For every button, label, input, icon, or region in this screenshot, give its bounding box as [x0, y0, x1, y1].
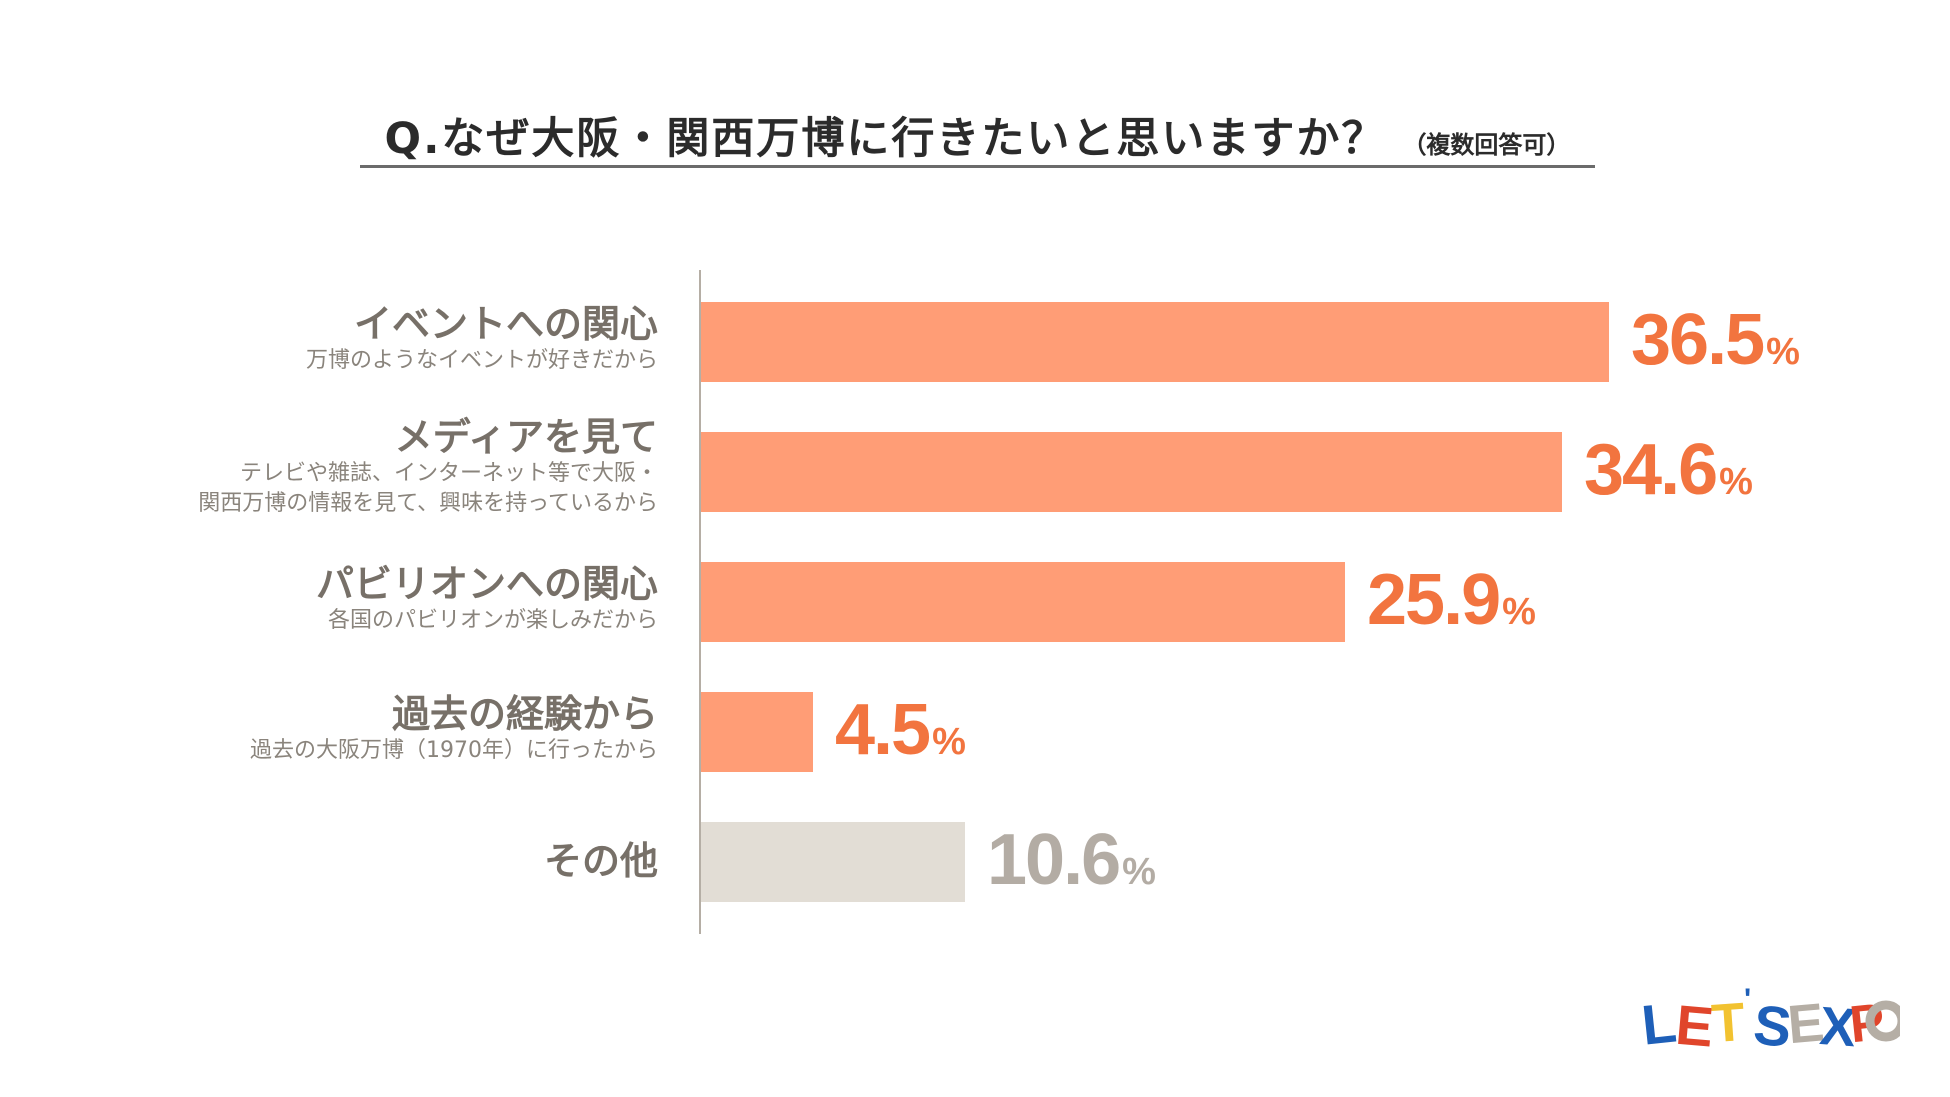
bar-4: [701, 822, 965, 902]
lets-expo-logo: L E T ' S E X P: [1640, 985, 1900, 1055]
category-description: 各国のパビリオンが楽しみだから: [327, 608, 658, 634]
bar-3: [701, 692, 813, 772]
logo-letter-t: T: [1710, 992, 1747, 1054]
category-description: 過去の大阪万博（1970年）に行ったから: [250, 738, 658, 764]
bar-2: [701, 562, 1345, 642]
category-name: メディアを見て: [394, 415, 658, 460]
logo-letter-x: X: [1818, 996, 1858, 1055]
category-description: 関西万博の情報を見て、興味を持っているから: [198, 490, 658, 516]
logo-apostrophe: ': [1744, 985, 1751, 1016]
category-label-3: 過去の経験から 過去の大阪万博（1970年）に行ったから: [250, 692, 658, 765]
value-unit: %: [1766, 331, 1800, 373]
logo-letter-o: [1865, 1000, 1900, 1042]
category-name: 過去の経験から: [391, 692, 658, 737]
category-name: パビリオンへの関心: [315, 562, 658, 607]
value-number: 4.5: [835, 690, 931, 770]
value-label-1: 34.6%: [1584, 434, 1753, 506]
value-number: 34.6: [1584, 430, 1718, 510]
value-number: 10.6: [987, 820, 1121, 900]
value-number: 25.9: [1367, 560, 1501, 640]
category-label-2: パビリオンへの関心 各国のパビリオンが楽しみだから: [315, 562, 658, 635]
value-label-2: 25.9%: [1367, 564, 1536, 636]
category-label-4: その他: [543, 839, 658, 884]
value-unit: %: [932, 721, 966, 763]
value-unit: %: [1122, 851, 1156, 893]
category-description: テレビや雑誌、インターネット等で大阪・: [239, 461, 658, 487]
bar-1: [701, 432, 1562, 512]
logo-letter-e: E: [1673, 993, 1716, 1055]
value-label-4: 10.6%: [987, 824, 1156, 896]
value-unit: %: [1502, 591, 1536, 633]
category-axis-line: [699, 270, 701, 934]
category-name: イベントへの関心: [353, 302, 658, 347]
bar-0: [701, 302, 1609, 382]
category-label-1: メディアを見て テレビや雑誌、インターネット等で大阪・関西万博の情報を見て、興味を…: [198, 417, 658, 518]
logo-letter-l: L: [1640, 990, 1679, 1055]
chart-subtitle: （複数回答可）: [1402, 131, 1571, 159]
chart-title: Q.なぜ大阪・関西万博に行きたいと思いますか？: [384, 114, 1387, 164]
value-number: 36.5: [1631, 300, 1765, 380]
category-label-0: イベントへの関心 万博のようなイベントが好きだから: [305, 302, 658, 375]
category-name: その他: [543, 839, 658, 884]
chart-title-box: Q.なぜ大阪・関西万博に行きたいと思いますか？ （複数回答可）: [360, 100, 1595, 168]
value-unit: %: [1719, 461, 1753, 503]
value-label-3: 4.5%: [835, 694, 966, 766]
value-label-0: 36.5%: [1631, 304, 1800, 376]
category-description: 万博のようなイベントが好きだから: [305, 348, 658, 374]
logo-letter-e2: E: [1785, 992, 1826, 1055]
logo-letter-s: S: [1751, 992, 1795, 1055]
